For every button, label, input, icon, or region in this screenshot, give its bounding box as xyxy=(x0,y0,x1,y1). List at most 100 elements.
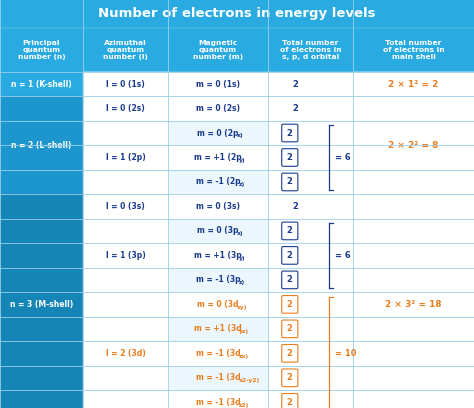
Text: 2: 2 xyxy=(287,251,293,260)
Bar xyxy=(268,292,353,317)
Bar xyxy=(83,145,168,170)
Bar xyxy=(353,96,474,121)
Bar xyxy=(353,72,474,96)
Text: Azimuthal
quantum
number (l): Azimuthal quantum number (l) xyxy=(103,40,148,60)
Bar xyxy=(0,0,474,28)
Text: 2: 2 xyxy=(292,202,298,211)
Text: l = 0 (3s): l = 0 (3s) xyxy=(106,202,145,211)
Text: Principal
quantum
number (n): Principal quantum number (n) xyxy=(18,40,65,60)
Text: z2): z2) xyxy=(239,403,249,408)
Bar xyxy=(353,292,474,317)
Text: l = 0 (2s): l = 0 (2s) xyxy=(106,104,145,113)
Bar xyxy=(83,219,168,243)
Bar xyxy=(268,366,353,390)
Bar xyxy=(168,145,268,170)
Text: x): x) xyxy=(237,231,244,236)
Text: 2: 2 xyxy=(287,177,293,186)
Bar xyxy=(353,96,474,194)
Text: 2: 2 xyxy=(287,373,293,382)
Text: n = 3 (M-shell): n = 3 (M-shell) xyxy=(10,300,73,309)
Text: 2: 2 xyxy=(287,324,293,333)
Text: x): x) xyxy=(237,133,244,138)
Bar xyxy=(83,243,168,268)
Text: = 6: = 6 xyxy=(336,251,351,260)
Text: m = +1 (3p: m = +1 (3p xyxy=(194,251,242,260)
Bar xyxy=(268,243,353,268)
Text: Total number
of electrons in
s, p, d orbital: Total number of electrons in s, p, d orb… xyxy=(280,40,341,60)
FancyBboxPatch shape xyxy=(282,222,298,240)
Bar xyxy=(168,341,268,366)
FancyBboxPatch shape xyxy=(282,124,298,142)
Text: 2: 2 xyxy=(287,275,293,284)
Text: Total number
of electrons in
main shell: Total number of electrons in main shell xyxy=(383,40,445,60)
Bar xyxy=(83,96,168,121)
Text: m = +1 (3d: m = +1 (3d xyxy=(194,324,242,333)
Bar xyxy=(268,341,353,366)
Bar xyxy=(353,317,474,341)
Bar xyxy=(168,96,268,121)
Bar xyxy=(83,170,168,194)
Bar xyxy=(83,194,168,219)
Bar xyxy=(268,96,353,121)
Text: m = 0 (2p: m = 0 (2p xyxy=(197,129,239,137)
FancyBboxPatch shape xyxy=(282,246,298,264)
Bar xyxy=(83,390,168,408)
Bar xyxy=(83,72,168,96)
Bar xyxy=(168,366,268,390)
Text: 2: 2 xyxy=(287,398,293,407)
Text: z): z) xyxy=(239,182,245,187)
Bar xyxy=(168,194,268,219)
Bar xyxy=(83,341,168,366)
Text: l = 0 (1s): l = 0 (1s) xyxy=(106,80,145,89)
Bar xyxy=(268,390,353,408)
Bar xyxy=(353,341,474,366)
Bar xyxy=(353,170,474,194)
FancyBboxPatch shape xyxy=(282,271,298,289)
Text: m = 0 (3p: m = 0 (3p xyxy=(197,226,239,235)
Bar xyxy=(83,268,168,292)
Bar xyxy=(353,243,474,268)
FancyBboxPatch shape xyxy=(282,295,298,313)
Bar xyxy=(0,28,474,72)
Text: 2: 2 xyxy=(292,104,298,113)
Text: n = 2 (L-shell): n = 2 (L-shell) xyxy=(11,141,72,150)
Bar xyxy=(353,194,474,219)
Text: m = 0 (1s): m = 0 (1s) xyxy=(196,80,240,89)
Text: 2 × 3² = 18: 2 × 3² = 18 xyxy=(385,300,442,309)
Bar xyxy=(83,72,168,96)
Text: n = 1 (K-shell): n = 1 (K-shell) xyxy=(11,80,72,89)
Bar xyxy=(0,72,83,96)
Text: m = 0 (3d: m = 0 (3d xyxy=(197,300,239,309)
Bar xyxy=(83,121,168,145)
Bar xyxy=(83,194,168,219)
Text: m = -1 (2p: m = -1 (2p xyxy=(196,177,240,186)
Bar xyxy=(0,96,83,194)
Bar xyxy=(83,292,168,317)
Text: m = -1 (3d: m = -1 (3d xyxy=(196,373,240,382)
Bar xyxy=(353,268,474,292)
Bar xyxy=(353,194,474,408)
Bar xyxy=(268,268,353,292)
Bar xyxy=(268,194,353,219)
Bar xyxy=(0,194,83,408)
Bar xyxy=(168,170,268,194)
Bar xyxy=(168,219,268,243)
Bar xyxy=(168,268,268,292)
Text: = 6: = 6 xyxy=(336,153,351,162)
Bar xyxy=(268,145,353,170)
Text: m = 0 (2s): m = 0 (2s) xyxy=(196,104,240,113)
Text: x2-y2): x2-y2) xyxy=(239,378,260,383)
FancyBboxPatch shape xyxy=(282,149,298,166)
Bar xyxy=(268,170,353,194)
Text: Number of electrons in energy levels: Number of electrons in energy levels xyxy=(98,7,376,20)
Bar xyxy=(83,96,168,121)
Text: m = 0 (3s): m = 0 (3s) xyxy=(196,202,240,211)
FancyBboxPatch shape xyxy=(282,393,298,408)
Bar xyxy=(83,292,168,408)
Bar xyxy=(268,72,353,96)
Bar xyxy=(353,219,474,243)
Bar xyxy=(353,390,474,408)
Text: zx): zx) xyxy=(239,354,249,359)
Text: 2: 2 xyxy=(287,129,293,137)
Text: 2: 2 xyxy=(287,349,293,358)
